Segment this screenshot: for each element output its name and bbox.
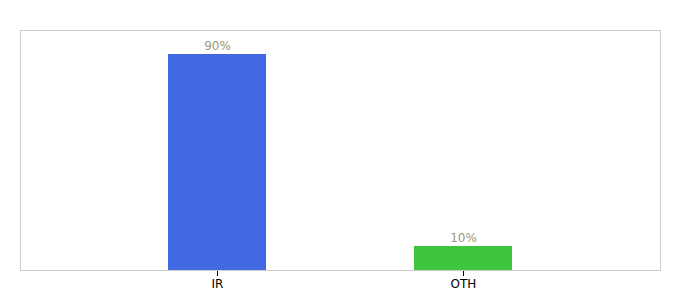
svg-text:90%: 90% bbox=[204, 39, 231, 53]
svg-text:OTH: OTH bbox=[451, 277, 477, 291]
svg-text:10%: 10% bbox=[450, 231, 477, 245]
svg-text:IR: IR bbox=[212, 277, 224, 291]
